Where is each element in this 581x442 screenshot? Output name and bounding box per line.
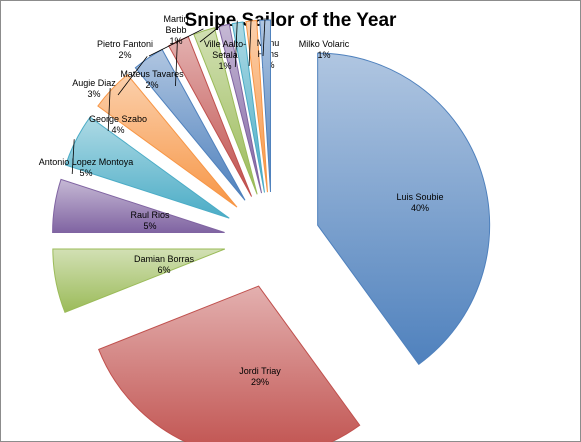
data-label-milko-volaric: Milko Volaric 1% <box>299 39 350 60</box>
data-label-pietro-fantoni: Pietro Fantoni 2% <box>97 39 153 60</box>
pie-slice-george-szabo <box>97 73 238 208</box>
pie-slice-martin-bebb <box>218 23 263 194</box>
pie-slice-pietro-fantoni <box>193 27 258 195</box>
leader-line <box>234 20 238 68</box>
leader-line <box>262 18 266 57</box>
data-label-jordi-triay: Jordi Triay 29% <box>239 366 281 387</box>
data-label-augie-diaz: Augie Diaz 3% <box>72 78 116 99</box>
data-label-luis-soubie: Luis Soubie 40% <box>396 192 443 213</box>
pie-slice-jordi-triay <box>98 285 361 442</box>
leader-line <box>107 88 111 132</box>
leader-line <box>175 39 178 87</box>
data-label-martin-bebb: Martin Bebb 1% <box>163 14 188 46</box>
data-label-mateus-tavares: Mateus Tavares 2% <box>120 69 184 90</box>
pie-slice-raul-rios <box>52 178 225 233</box>
pie-slice-damian-borras <box>52 248 226 313</box>
leader-line <box>148 28 204 57</box>
pie-slice-antonio-lopez-montoya <box>65 116 230 219</box>
data-label-ville-aalto-setala: Ville Aalto-Setala 1% <box>204 39 246 71</box>
data-label-raul-rios: Raul Rios 5% <box>130 210 170 231</box>
leader-line <box>71 139 75 175</box>
leader-line <box>248 18 252 67</box>
data-label-antonio-lopez-montoya: Antonio Lopez Montoya 5% <box>39 157 134 178</box>
data-label-damian-borras: Damian Borras 6% <box>134 254 195 275</box>
pie-slice-luis-soubie <box>317 52 491 366</box>
leader-line <box>199 23 224 43</box>
data-label-george-szabo: George Szabo 4% <box>89 114 147 135</box>
leader-line <box>117 56 148 96</box>
